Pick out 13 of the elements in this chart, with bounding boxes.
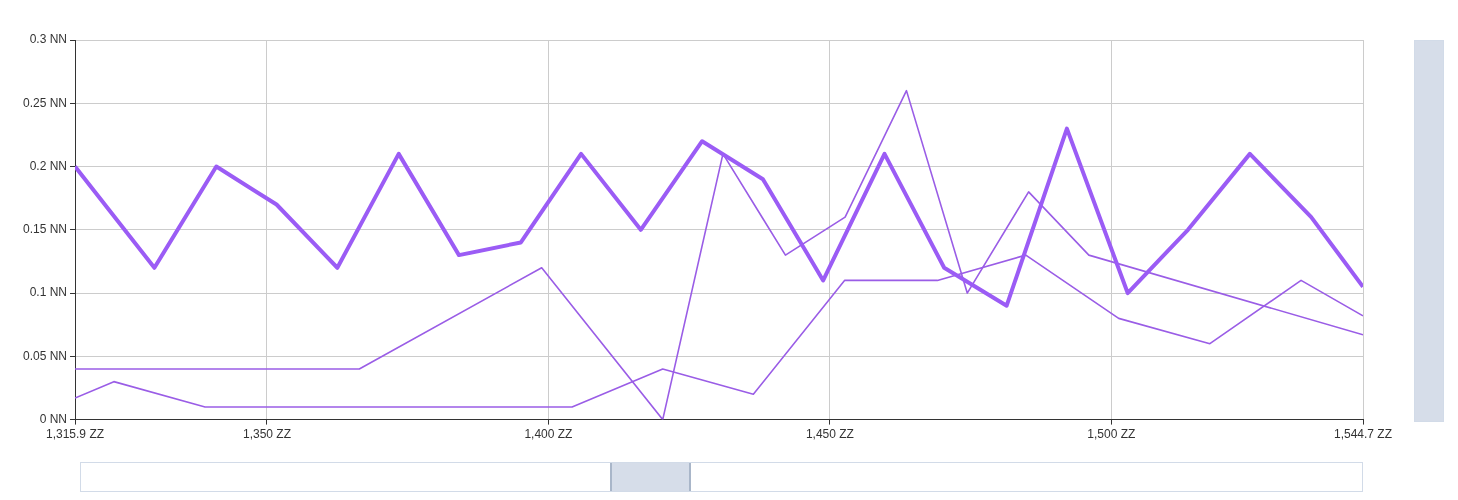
x-tick-label: 1,315.9 ZZ (46, 427, 105, 442)
y-tick-label: 0.3 NN (29, 32, 68, 47)
x-tick-label: 1,500 ZZ (1087, 427, 1136, 442)
x-tick-label: 1,400 ZZ (524, 427, 573, 442)
y-tick-label: 0.05 NN (22, 348, 68, 363)
y-tick-label: 0.25 NN (22, 95, 68, 110)
x-tick-label: 1,450 ZZ (805, 427, 854, 442)
y-tick-label: 0.1 NN (29, 285, 68, 300)
y-tick-label: 0.2 NN (29, 158, 68, 173)
y-tick-label: 0.15 NN (22, 222, 68, 237)
y-tick-label: 0 NN (39, 411, 68, 426)
x-tick-label: 1,544.7 ZZ (1333, 427, 1393, 442)
x-tick-label: 1,350 ZZ (242, 427, 291, 442)
